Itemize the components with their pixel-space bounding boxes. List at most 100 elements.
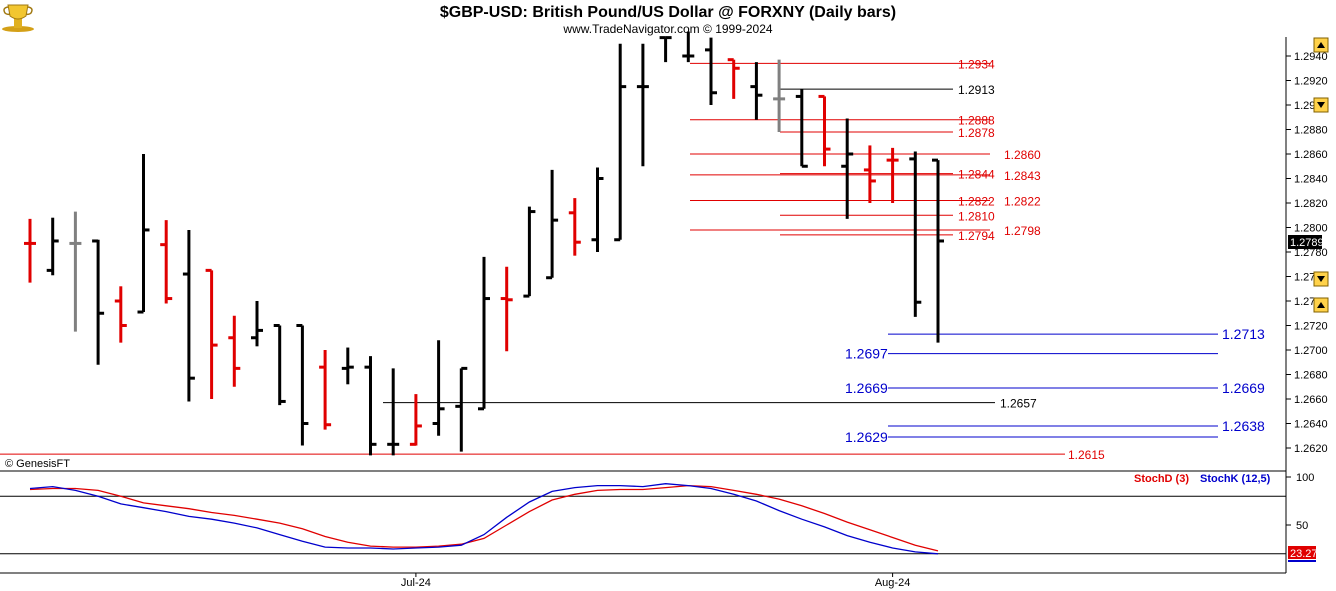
- ohlc-bar: [160, 220, 173, 304]
- ohlc-bar: [182, 229, 195, 402]
- stochastic-panel: 100 50: [0, 472, 1314, 555]
- ohlc-bar: [818, 94, 831, 167]
- level-label: 1.2888: [958, 114, 995, 128]
- price-axis-tick-label: 1.2940: [1294, 51, 1328, 63]
- level-label: 1.2669: [845, 380, 888, 396]
- ohlc-bar: [932, 158, 944, 343]
- scroll-down-button[interactable]: [1313, 97, 1329, 113]
- price-axis-tick-label: 1.2640: [1294, 419, 1328, 431]
- ohlc-bar: [750, 62, 763, 120]
- price-axis-tick-label: 1.2620: [1294, 443, 1328, 455]
- stochd-line: [29, 484, 939, 552]
- price-axis-tick-label: 1.2860: [1294, 149, 1328, 161]
- ohlc-bar: [614, 43, 627, 242]
- level-label: 1.2822: [958, 195, 995, 209]
- last-price-value: 1.2789: [1290, 237, 1324, 249]
- date-axis-label: Jul-24: [401, 577, 431, 589]
- price-axis-tick-label: 1.2660: [1294, 394, 1328, 406]
- ohlc-bar: [546, 169, 559, 280]
- price-axis-tick-label: 1.2840: [1294, 174, 1328, 186]
- level-label: 1.2697: [845, 346, 888, 362]
- trophy-logo-icon: [2, 4, 34, 32]
- price-axis-tick-label: 1.2880: [1294, 125, 1328, 137]
- ohlc-bar: [591, 167, 604, 252]
- ohlc-bar: [341, 347, 354, 385]
- chart-subtitle: www.TradeNavigator.com © 1999-2024: [562, 22, 772, 36]
- ohlc-bar: [296, 324, 309, 446]
- legend-stochk: StochK (12,5): [1200, 473, 1271, 485]
- copyright-label: © GenesisFT: [5, 458, 70, 470]
- level-label: 1.2878: [958, 126, 995, 140]
- ohlc-bar: [659, 36, 672, 63]
- ohlc-bar: [886, 147, 899, 203]
- price-bars: [24, 31, 944, 456]
- price-axis-tick-label: 1.2780: [1294, 247, 1328, 259]
- ohlc-bar: [523, 206, 536, 298]
- stoch-axis-tick-label: 50: [1296, 520, 1308, 532]
- ohlc-bar: [319, 350, 332, 430]
- level-label: 1.2713: [1222, 326, 1265, 342]
- ohlc-bar: [46, 217, 59, 276]
- ohlc-bar: [705, 37, 717, 105]
- last-price-badge: [1288, 235, 1322, 249]
- stoch-axis-tick-label: 100: [1296, 472, 1314, 484]
- level-label: 1.2638: [1222, 418, 1265, 434]
- ohlc-bar: [455, 366, 468, 452]
- ohlc-bar: [432, 340, 445, 436]
- level-label: 1.2657: [1000, 397, 1037, 411]
- zoom-down-button[interactable]: [1313, 271, 1329, 287]
- panel-scroll-up-button[interactable]: [1313, 297, 1329, 313]
- level-label: 1.2934: [958, 57, 995, 71]
- price-axis-tick-label: 1.2720: [1294, 321, 1328, 333]
- level-label: 1.2629: [845, 429, 888, 445]
- ohlc-bar: [114, 286, 127, 343]
- chart-title: $GBP-USD: British Pound/US Dollar @ FORX…: [440, 4, 896, 21]
- ohlc-bar: [387, 368, 400, 456]
- price-axis-tick-label: 1.2700: [1294, 345, 1328, 357]
- scroll-up-button[interactable]: [1313, 37, 1329, 53]
- ohlc-bar: [251, 301, 263, 347]
- ohlc-bar: [863, 145, 876, 203]
- price-axis-tick-label: 1.2680: [1294, 370, 1328, 382]
- ohlc-bar: [478, 256, 490, 411]
- level-label: 1.2913: [958, 83, 995, 97]
- legend-stochd: StochD (3): [1134, 473, 1189, 485]
- date-axis: Jul-24 Aug-24: [401, 573, 910, 589]
- level-label: 1.2669: [1222, 380, 1265, 396]
- ohlc-bar: [205, 268, 218, 399]
- ohlc-bar: [682, 31, 695, 63]
- ohlc-bar: [92, 239, 105, 365]
- ohlc-bar: [273, 324, 286, 406]
- level-label: 1.2843: [1004, 169, 1041, 183]
- level-label: 1.2798: [1004, 224, 1041, 238]
- ohlc-bar: [409, 394, 422, 446]
- price-axis-tick-label: 1.2820: [1294, 198, 1328, 210]
- stoch-value-badge: [1288, 546, 1316, 559]
- price-axis-tick-label: 1.2920: [1294, 76, 1328, 88]
- ohlc-bar: [909, 151, 922, 317]
- ohlc-bar: [24, 218, 36, 283]
- ohlc-bar: [69, 211, 82, 332]
- level-label: 1.2810: [958, 209, 995, 223]
- ohlc-bar: [773, 59, 786, 132]
- ohlc-bar: [137, 154, 150, 314]
- ohlc-bar: [364, 356, 377, 456]
- stoch-current-value: 23.27: [1290, 548, 1318, 560]
- ohlc-bar: [228, 315, 241, 387]
- level-label: 1.2794: [958, 229, 995, 243]
- ohlc-bar: [568, 198, 581, 256]
- price-axis-ticks: 1.29401.29201.29001.28801.28601.28401.28…: [1286, 51, 1328, 455]
- stochk-line: [29, 483, 939, 555]
- level-label: 1.2822: [1004, 195, 1041, 209]
- level-label: 1.2615: [1068, 448, 1105, 462]
- ohlc-bar: [636, 43, 649, 167]
- level-label: 1.2860: [1004, 148, 1041, 162]
- ohlc-bar: [727, 58, 740, 99]
- ohlc-bar: [795, 89, 808, 168]
- ohlc-bar: [841, 118, 854, 219]
- price-axis-tick-label: 1.2800: [1294, 223, 1328, 235]
- ohlc-bar: [500, 266, 513, 352]
- date-axis-label: Aug-24: [875, 577, 910, 589]
